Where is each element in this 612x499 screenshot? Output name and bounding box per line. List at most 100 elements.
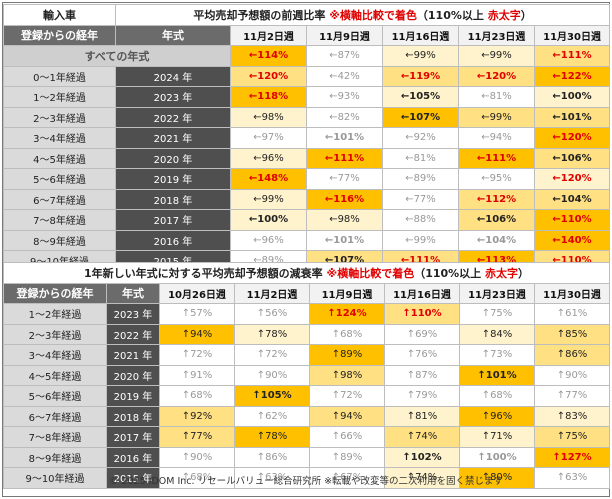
ratio-cell: ↑63% (533, 467, 611, 489)
ratio-cell: ↑87% (384, 364, 460, 386)
ratio-cell: ↑80% (459, 467, 535, 489)
ratio-cell: ←119% (382, 65, 459, 87)
ratio-cell: ←101% (533, 106, 611, 128)
ratio-cell: ↑84% (459, 323, 535, 345)
ratio-cell: ←96% (230, 147, 307, 169)
ratio-cell: ↑110% (384, 303, 460, 325)
ratio-cell: ↑63% (234, 467, 310, 489)
ratio-cell: ←97% (230, 127, 307, 149)
table1-note3: 赤太字 (487, 8, 521, 22)
week-header: 11月16日週 (382, 24, 459, 46)
ratio-cell: ←107% (382, 106, 459, 128)
table-row: 7～8年経過 2017 年 ↑77% ↑78% ↑66% ↑74% ↑71% ↑75% (3, 426, 611, 448)
ratio-cell: ↑72% (309, 385, 385, 407)
age-label: 3～4年経過 (3, 344, 107, 366)
week-header: 10月26日週 (159, 282, 235, 304)
ratio-cell: ←99% (382, 229, 459, 251)
ratio-cell: ↑71% (459, 426, 535, 448)
ratio-cell: ←82% (306, 106, 383, 128)
ratio-cell: ↑79% (384, 385, 460, 407)
ratio-cell: ↑76% (384, 344, 460, 366)
ratio-cell: ←81% (382, 147, 459, 169)
ratio-cell: ↑68% (309, 323, 385, 345)
ratio-cell: ↑81% (384, 405, 460, 427)
model-year: 2020 年 (115, 147, 231, 169)
ratio-cell: ←106% (458, 209, 535, 231)
table-row: 2～3年経過 2022 年 ←98% ←82% ←107% ←99% ←101% (3, 106, 611, 128)
ratio-cell: ↑61% (533, 303, 611, 325)
ratio-cell: ←94% (458, 127, 535, 149)
ratio-cell: ←89% (382, 168, 459, 190)
age-label: 8～9年経過 (3, 229, 116, 251)
table-row: 8～9年経過 2016 年 ↑90% ↑86% ↑89% ↑102% ↑100% ↑127% (3, 446, 611, 468)
ratio-cell: ←93% (306, 86, 383, 108)
age-label: 7～8年経過 (3, 426, 107, 448)
table1-corner: 輸入車 (3, 4, 116, 26)
week-header: 11月16日週 (384, 282, 460, 304)
table1-year-header: 年式 (115, 24, 231, 46)
ratio-cell: ↑83% (533, 405, 611, 427)
ratio-cell: ↑90% (159, 446, 235, 468)
ratio-cell: ←111% (306, 147, 383, 169)
ratio-cell: ←112% (458, 188, 535, 210)
ratio-cell: ↑77% (533, 385, 611, 407)
table2-label-header: 登録からの経年 (3, 282, 107, 304)
ratio-cell: ↑72% (234, 344, 310, 366)
table1-note2: （110%以上 (416, 8, 484, 22)
ratio-cell: ↑73% (459, 344, 535, 366)
model-year: 2021 年 (106, 344, 160, 366)
age-label: 6～7年経過 (3, 405, 107, 427)
ratio-cell: ↑69% (384, 323, 460, 345)
model-year: 2023 年 (115, 86, 231, 108)
ratio-cell: ↑89% (309, 344, 385, 366)
ratio-cell: ↑75% (533, 426, 611, 448)
ratio-cell: ↑127% (533, 446, 611, 468)
table2-title: 1年新しい年式に対する平均売却予想額の減衰率 (84, 266, 323, 280)
ratio-cell: ←98% (230, 106, 307, 128)
model-year: 2017 年 (106, 426, 160, 448)
ratio-cell: ←104% (533, 188, 611, 210)
model-year: 2016 年 (106, 446, 160, 468)
ratio-cell: ←111% (533, 45, 611, 67)
table1-label-header: 登録からの経年 (3, 24, 116, 46)
model-year: 2019 年 (115, 168, 231, 190)
model-year: 2023 年 (106, 303, 160, 325)
ratio-cell: ↑105% (234, 385, 310, 407)
week-header: 11月2日週 (234, 282, 310, 304)
ratio-cell: ←99% (382, 45, 459, 67)
age-label: 4～5年経過 (3, 364, 107, 386)
ratio-cell: ←120% (533, 168, 611, 190)
ratio-cell: ↑89% (309, 446, 385, 468)
week-header: 11月2日週 (230, 24, 307, 46)
ratio-cell: ↑101% (459, 364, 535, 386)
ratio-cell: ←120% (533, 127, 611, 149)
table1-title: 平均売却予想額の前週比率 (193, 8, 326, 22)
ratio-cell: ←122% (533, 65, 611, 87)
ratio-cell: ←99% (458, 45, 535, 67)
table1-note4: ） (520, 8, 532, 22)
ratio-cell: ↑68% (159, 385, 235, 407)
model-year: 2019 年 (106, 385, 160, 407)
ratio-cell: ←120% (230, 65, 307, 87)
all-years-label: すべての年式 (3, 45, 231, 67)
model-year: 2022 年 (115, 106, 231, 128)
age-label: 6～7年経過 (3, 188, 116, 210)
age-label: 5～6年経過 (3, 385, 107, 407)
model-year: 2017 年 (115, 209, 231, 231)
table-row: 3～4年経過 2021 年 ↑72% ↑72% ↑89% ↑76% ↑73% ↑86% (3, 344, 611, 366)
table2-note4: ） (518, 266, 530, 280)
table-row: 4～5年経過 2020 年 ↑91% ↑90% ↑98% ↑87% ↑101% ↑90% (3, 364, 611, 386)
age-label: 8～9年経過 (3, 446, 107, 468)
ratio-cell: ←120% (458, 65, 535, 87)
ratio-cell: ←98% (306, 209, 383, 231)
ratio-cell: ←110% (533, 209, 611, 231)
week-header: 11月30日週 (533, 24, 611, 46)
age-label: 0～1年経過 (3, 65, 116, 87)
ratio-cell: ↑68% (459, 385, 535, 407)
ratio-cell: ↑56% (234, 303, 310, 325)
table-row: 4～5年経過 2020 年 ←96% ←111% ←81% ←111% ←106% (3, 147, 611, 169)
ratio-cell: ↑78% (234, 323, 310, 345)
copyright-footer: © 2025 IDOM Inc. リセールバリュー総合研究所 ※転載や改変等の二… (108, 476, 504, 487)
age-label: 4～5年経過 (3, 147, 116, 169)
ratio-cell: ↑102% (384, 446, 460, 468)
